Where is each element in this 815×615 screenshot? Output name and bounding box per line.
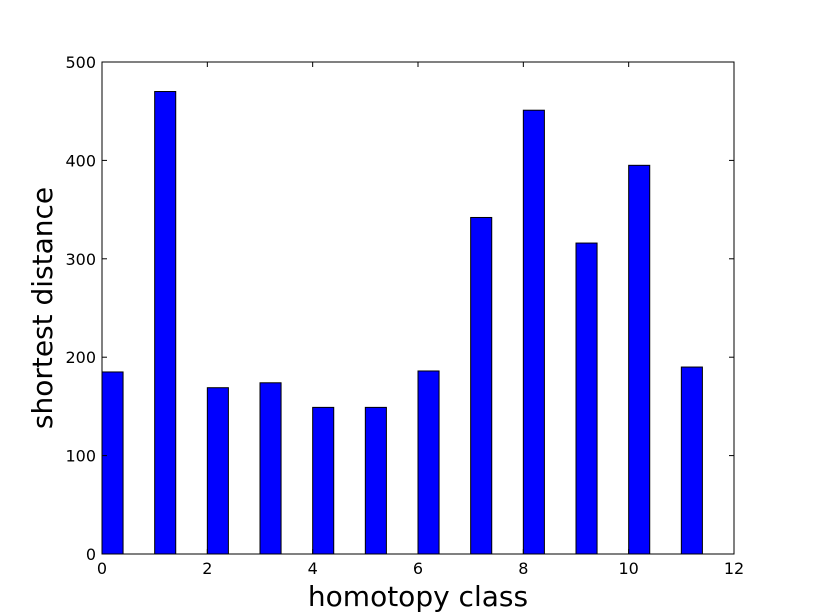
bar-class-8 [522,109,545,555]
x-axis-ticks: 0 2 4 6 8 10 12 [97,62,744,578]
x-tick-label: 2 [202,559,212,578]
y-tick-label: 300 [65,250,96,269]
bar-class-6 [417,370,440,555]
y-tick-label: 100 [65,447,96,466]
x-tick-label: 6 [413,559,423,578]
y-axis-title: shortest distance [26,187,59,429]
bar-class-7 [470,216,493,555]
y-tick-label: 0 [86,545,96,564]
y-tick-label: 500 [65,53,96,72]
x-tick-label: 4 [308,559,318,578]
bar-class-2 [206,387,229,555]
x-tick-label: 8 [518,559,528,578]
y-axis-ticks: 0 100 200 300 400 500 [65,53,734,564]
bar-class-4 [312,406,335,555]
bars-group [101,91,703,555]
x-tick-label: 10 [618,559,638,578]
x-tick-label: 12 [724,559,744,578]
bar-class-0 [101,371,124,555]
y-tick-label: 400 [65,151,96,170]
bar-class-11 [680,366,703,555]
bar-class-1 [154,91,177,555]
y-tick-label: 200 [65,348,96,367]
x-axis-title: homotopy class [308,580,528,613]
x-tick-label: 0 [97,559,107,578]
bar-class-9 [575,242,598,555]
bar-class-3 [259,382,282,555]
bar-class-5 [364,406,387,555]
bar-class-10 [628,164,651,555]
